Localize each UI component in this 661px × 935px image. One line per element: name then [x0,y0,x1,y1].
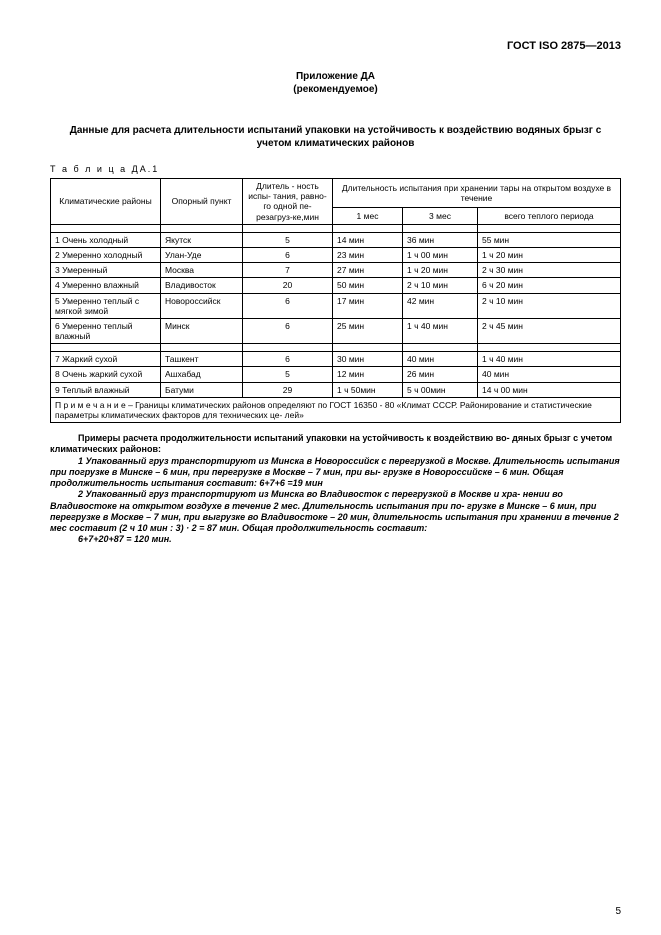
cell-zone: 3 Умеренный [51,263,161,278]
table-row: 6 Умеренно теплый влажныйМинск625 мин1 ч… [51,318,621,343]
th-storage: Длительность испытания при хранении тары… [333,179,621,208]
examples-block: Примеры расчета продолжительности испыта… [50,433,621,546]
cell-m1: 14 мин [333,232,403,247]
cell-m3: 36 мин [403,232,478,247]
appendix-label: Приложение ДА [296,71,375,82]
cell-point: Якутск [161,232,243,247]
cell-dur: 6 [243,293,333,318]
page: ГОСТ ISO 2875—2013 Приложение ДА (рекоме… [0,0,661,935]
th-duration: Длитель - ность испы- тания, равно- го о… [243,179,333,225]
main-title: Данные для расчета длительности испытани… [50,124,621,150]
cell-warm: 14 ч 00 мин [478,382,621,397]
cell-m1: 17 мин [333,293,403,318]
example-3: 6+7+20+87 = 120 мин. [50,534,621,545]
cell-dur: 6 [243,247,333,262]
cell-warm: 2 ч 10 мин [478,293,621,318]
cell-dur: 29 [243,382,333,397]
page-number: 5 [615,906,621,917]
th-m1: 1 мес [333,207,403,224]
cell-zone: 7 Жаркий сухой [51,352,161,367]
table-label: Т а б л и ц а ДА.1 [50,164,621,174]
cell-zone: 4 Умеренно влажный [51,278,161,293]
cell-m1: 1 ч 50мин [333,382,403,397]
cell-point: Москва [161,263,243,278]
cell-warm: 2 ч 45 мин [478,318,621,343]
table-row: 4 Умеренно влажныйВладивосток2050 мин2 ч… [51,278,621,293]
table-body: 1 Очень холодныйЯкутск514 мин36 мин55 ми… [51,232,621,397]
cell-dur: 6 [243,318,333,343]
cell-m1: 12 мин [333,367,403,382]
table-note: П р и м е ч а н и е – Границы климатичес… [51,397,621,422]
cell-zone: 1 Очень холодный [51,232,161,247]
cell-zone: 6 Умеренно теплый влажный [51,318,161,343]
cell-m3: 40 мин [403,352,478,367]
cell-zone: 2 Умеренно холодный [51,247,161,262]
cell-point: Батуми [161,382,243,397]
cell-point: Улан-Уде [161,247,243,262]
cell-warm: 1 ч 20 мин [478,247,621,262]
appendix-heading: Приложение ДА (рекомендуемое) [50,70,621,96]
data-table: Климатические районы Опорный пункт Длите… [50,178,621,423]
example-1: 1 Упакованный груз транспортируют из Мин… [50,456,621,490]
cell-zone: 8 Очень жаркий сухой [51,367,161,382]
cell-dur: 5 [243,232,333,247]
examples-lead: Примеры расчета продолжительности испыта… [50,433,621,456]
cell-m3: 2 ч 10 мин [403,278,478,293]
cell-m3: 1 ч 20 мин [403,263,478,278]
cell-warm: 6 ч 20 мин [478,278,621,293]
cell-zone: 9 Теплый влажный [51,382,161,397]
cell-dur: 7 [243,263,333,278]
cell-zone: 5 Умеренно теплый с мягкой зимой [51,293,161,318]
cell-point: Минск [161,318,243,343]
table-row: 2 Умеренно холодныйУлан-Уде623 мин1 ч 00… [51,247,621,262]
cell-warm: 2 ч 30 мин [478,263,621,278]
cell-warm: 40 мин [478,367,621,382]
th-zone: Климатические районы [51,179,161,225]
table-gap [51,344,621,352]
cell-point: Новороссийск [161,293,243,318]
cell-m1: 50 мин [333,278,403,293]
table-row: 5 Умеренно теплый с мягкой зимойНоворосс… [51,293,621,318]
document-id: ГОСТ ISO 2875—2013 [50,40,621,52]
cell-dur: 6 [243,352,333,367]
cell-m3: 42 мин [403,293,478,318]
table-row: 3 УмеренныйМосква727 мин1 ч 20 мин2 ч 30… [51,263,621,278]
appendix-sub: (рекомендуемое) [293,84,377,95]
th-warm: всего теплого периода [478,207,621,224]
cell-m1: 27 мин [333,263,403,278]
cell-m1: 30 мин [333,352,403,367]
cell-dur: 5 [243,367,333,382]
cell-m3: 1 ч 40 мин [403,318,478,343]
cell-warm: 55 мин [478,232,621,247]
table-note-row: П р и м е ч а н и е – Границы климатичес… [51,397,621,422]
th-point: Опорный пункт [161,179,243,225]
example-2: 2 Упакованный груз транспортируют из Мин… [50,489,621,534]
table-row: 8 Очень жаркий сухойАшхабад512 мин26 мин… [51,367,621,382]
table-row: 7 Жаркий сухойТашкент630 мин40 мин1 ч 40… [51,352,621,367]
table-row: 9 Теплый влажныйБатуми291 ч 50мин5 ч 00м… [51,382,621,397]
cell-point: Ашхабад [161,367,243,382]
cell-m3: 26 мин [403,367,478,382]
cell-m1: 23 мин [333,247,403,262]
table-head: Климатические районы Опорный пункт Длите… [51,179,621,233]
cell-point: Ташкент [161,352,243,367]
cell-warm: 1 ч 40 мин [478,352,621,367]
cell-m1: 25 мин [333,318,403,343]
cell-point: Владивосток [161,278,243,293]
cell-dur: 20 [243,278,333,293]
cell-m3: 1 ч 00 мин [403,247,478,262]
cell-m3: 5 ч 00мин [403,382,478,397]
th-m3: 3 мес [403,207,478,224]
table-row: 1 Очень холодныйЯкутск514 мин36 мин55 ми… [51,232,621,247]
